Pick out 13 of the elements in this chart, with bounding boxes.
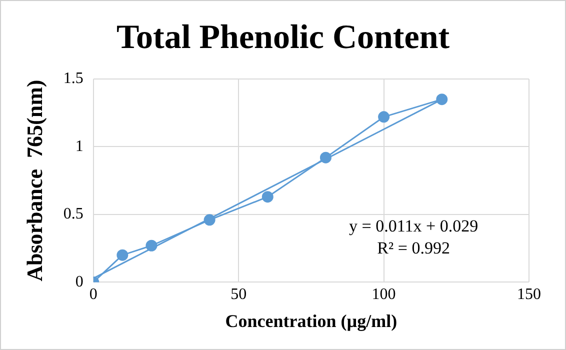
y-axis-title: Absorbance 765(nm) — [22, 80, 47, 282]
y-tick-label: 1.5 — [63, 70, 84, 88]
chart-title: Total Phenolic Content — [115, 19, 451, 57]
x-tick-label: 0 — [89, 286, 98, 304]
y-tick-label: 0 — [75, 273, 84, 290]
annotation: R² = 0.992 — [377, 238, 450, 258]
x-tick-label: 50 — [230, 286, 247, 304]
x-axis-title: Concentration (µg/ml) — [225, 310, 398, 331]
x-tick-label: 100 — [372, 286, 396, 304]
annotation: y = 0.011x + 0.029 — [349, 216, 478, 236]
y-tick-label: 0.5 — [63, 206, 84, 223]
x-tick-label: 150 — [517, 286, 541, 304]
y-tick-label: 1 — [75, 138, 84, 155]
